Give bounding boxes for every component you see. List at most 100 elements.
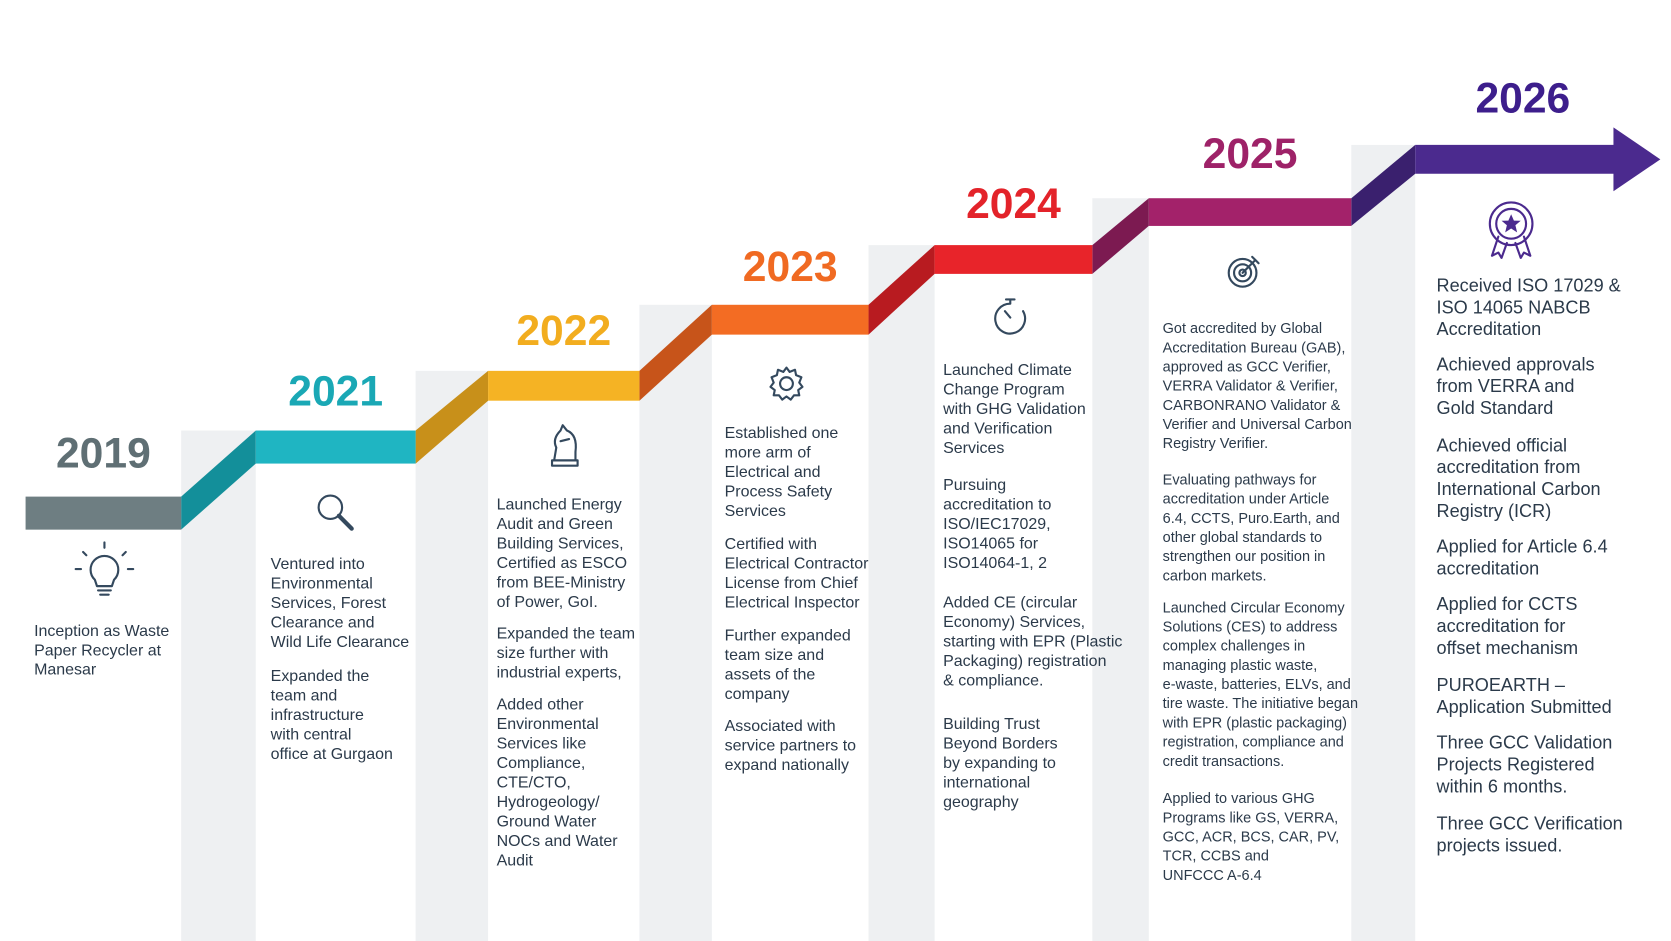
milestone-text: strengthen our position in: [1163, 549, 1326, 565]
milestone-text: Gold Standard: [1437, 398, 1554, 418]
milestone-text: Accreditation: [1437, 319, 1542, 339]
milestone-text: Evaluating pathways for: [1163, 472, 1317, 488]
milestone-text: Got accredited by Global: [1163, 321, 1322, 337]
milestone-text: accreditation from: [1437, 457, 1581, 477]
milestone-text: of Power, GoI.: [497, 594, 598, 611]
milestone-text: Electrical and: [725, 464, 821, 481]
step-bar: [934, 245, 1093, 274]
icon-part: [550, 424, 579, 467]
milestone-text: Ventured into: [271, 556, 365, 573]
milestone-text: Certified with: [725, 536, 817, 553]
milestone-text: credit transactions.: [1163, 754, 1285, 770]
milestone-text: Building Services,: [497, 535, 624, 552]
milestone-text: Ground Water: [497, 814, 597, 831]
milestone-text: Compliance,: [497, 755, 586, 772]
icon: [317, 494, 354, 531]
milestone-text: Verifier and Universal Carbon: [1163, 417, 1352, 433]
milestone-text: with GHG Validation: [942, 401, 1086, 418]
connector: [181, 430, 256, 530]
milestone-text: Wild Life Clearance: [271, 634, 410, 651]
milestone-text: Services like: [497, 736, 587, 753]
year: 2024: [966, 180, 1061, 228]
milestone-text: Change Program: [943, 382, 1065, 399]
milestone-text: Applied for CCTS: [1437, 594, 1578, 614]
milestone-text: accreditation for: [1437, 616, 1566, 636]
icon-part: [74, 541, 135, 596]
milestone-text: Building Trust: [943, 716, 1040, 733]
step-bar: [488, 370, 640, 401]
milestone-text: industrial experts,: [497, 664, 622, 681]
milestone-text: Registry (ICR): [1437, 501, 1552, 521]
milestone-text: ISO14064-1, 2: [943, 555, 1047, 572]
icon-part: [1490, 235, 1532, 259]
icon-part: [1241, 255, 1260, 274]
milestone-text: size further with: [497, 645, 609, 662]
milestone-text: Expanded the: [271, 668, 370, 685]
milestone-text: tire waste. The initiative began: [1163, 696, 1358, 712]
pillar: [415, 370, 489, 941]
milestone-text: Accreditation Bureau (GAB),: [1163, 340, 1346, 356]
milestone-text: Services: [943, 440, 1004, 457]
icon-part: [89, 554, 120, 588]
milestone-text: Associated with: [725, 718, 836, 735]
icon-part: [779, 376, 794, 392]
milestone-text: Registry Verifier.: [1163, 436, 1268, 452]
milestone-text: International Carbon: [1437, 479, 1601, 499]
milestone-text: expand nationally: [725, 757, 849, 774]
milestone-text: CARBONRANO Validator &: [1163, 398, 1341, 414]
connector: [1351, 144, 1416, 226]
milestone-text: Economy) Services,: [943, 614, 1085, 631]
milestone-text: other global standards to: [1163, 530, 1322, 546]
milestone-text: Launched Climate: [943, 362, 1072, 379]
year: 2025: [1203, 130, 1298, 178]
milestone-text: accreditation under Article: [1163, 492, 1330, 508]
milestone-text: Environmental: [497, 716, 599, 733]
milestone-text: Packaging) registration: [943, 653, 1106, 670]
step-bar: [25, 496, 182, 530]
connector: [415, 370, 489, 464]
milestone-text: service partners to: [725, 738, 856, 755]
milestone-text: Three GCC Validation: [1437, 733, 1613, 753]
icon: [1488, 201, 1534, 259]
icon: [994, 298, 1027, 335]
year: 2026: [1475, 75, 1570, 123]
milestone-text: infrastructure: [271, 707, 364, 724]
year: 2021: [288, 368, 383, 416]
step-bar: [255, 430, 416, 464]
milestone-text: registration, compliance and: [1163, 735, 1344, 751]
milestone-text: TCR, CCBS and: [1163, 849, 1269, 865]
milestone-text: managing plastic waste,: [1163, 658, 1318, 674]
milestone-text: by expanding to: [943, 755, 1056, 772]
year: 2022: [516, 307, 611, 355]
milestone-text: Applied for Article 6.4: [1437, 537, 1608, 557]
milestone-text: approved as GCC Verifier,: [1163, 359, 1331, 375]
pillar: [868, 245, 935, 941]
year: 2023: [743, 243, 838, 291]
milestone-text: Applied to various GHG: [1163, 791, 1315, 807]
milestone-text: company: [725, 686, 790, 703]
milestone-text: assets of the: [725, 666, 816, 683]
icon-part: [1233, 263, 1253, 283]
milestone-text: Programs like GS, VERRA,: [1163, 810, 1338, 826]
milestone-text: NOCs and Water: [497, 833, 619, 850]
icon: [74, 541, 135, 596]
pillar: [1351, 144, 1416, 941]
milestone-text: ISO 14065 NABCB: [1437, 297, 1591, 317]
milestone-text: Received ISO 17029 &: [1437, 275, 1621, 295]
milestone-text: ISO14065 for: [943, 536, 1039, 553]
milestone-text: Services: [725, 503, 786, 520]
milestone-text: e-waste, batteries, ELVs, and: [1163, 677, 1351, 693]
icon-part: [994, 298, 1027, 335]
milestone-text: GCC, ACR, BCS, CAR, PV,: [1163, 829, 1340, 845]
milestone-text: Electrical Contractor: [725, 555, 869, 572]
milestone-text: UNFCCC A-6.4: [1163, 868, 1262, 884]
milestone-text: Beyond Borders: [943, 735, 1058, 752]
year: 2019: [56, 429, 151, 477]
milestone-text: team size and: [725, 647, 824, 664]
icon-part: [1501, 214, 1521, 233]
milestone-text: Environmental: [271, 576, 373, 593]
milestone-text: office at Gurgaon: [271, 746, 393, 763]
milestone-text: Three GCC Verification: [1437, 814, 1623, 834]
milestone-text: Projects Registered: [1437, 754, 1595, 774]
milestone-text: with central: [270, 726, 352, 743]
